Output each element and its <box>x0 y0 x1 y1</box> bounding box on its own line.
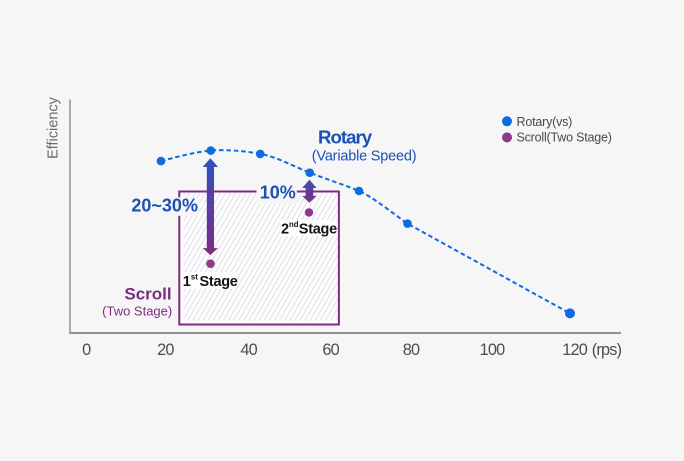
svg-text:Rotary: Rotary <box>318 127 373 148</box>
svg-text:2: 2 <box>281 221 289 237</box>
svg-text:Rotary(vs): Rotary(vs) <box>517 115 573 129</box>
svg-text:nd: nd <box>289 220 299 229</box>
svg-text:Stage: Stage <box>299 221 337 237</box>
svg-text:Scroll: Scroll <box>124 285 171 304</box>
svg-text:Scroll(Two Stage): Scroll(Two Stage) <box>517 130 612 144</box>
svg-text:10%: 10% <box>260 183 296 203</box>
svg-text:Efficiency: Efficiency <box>46 96 62 159</box>
svg-text:40: 40 <box>240 341 257 359</box>
svg-text:20~30%: 20~30% <box>131 195 198 215</box>
svg-text:st: st <box>191 273 198 282</box>
svg-text:60: 60 <box>322 341 339 359</box>
svg-text:100: 100 <box>480 341 506 359</box>
svg-text:(rps): (rps) <box>592 341 622 359</box>
svg-text:0: 0 <box>82 341 91 359</box>
svg-text:Stage: Stage <box>200 274 238 290</box>
svg-text:1: 1 <box>183 274 191 290</box>
svg-text:120: 120 <box>562 341 588 359</box>
svg-text:20: 20 <box>157 341 174 359</box>
svg-text:(Variable Speed): (Variable Speed) <box>312 149 417 165</box>
svg-text:80: 80 <box>403 341 420 359</box>
svg-text:(Two Stage): (Two Stage) <box>102 303 172 318</box>
